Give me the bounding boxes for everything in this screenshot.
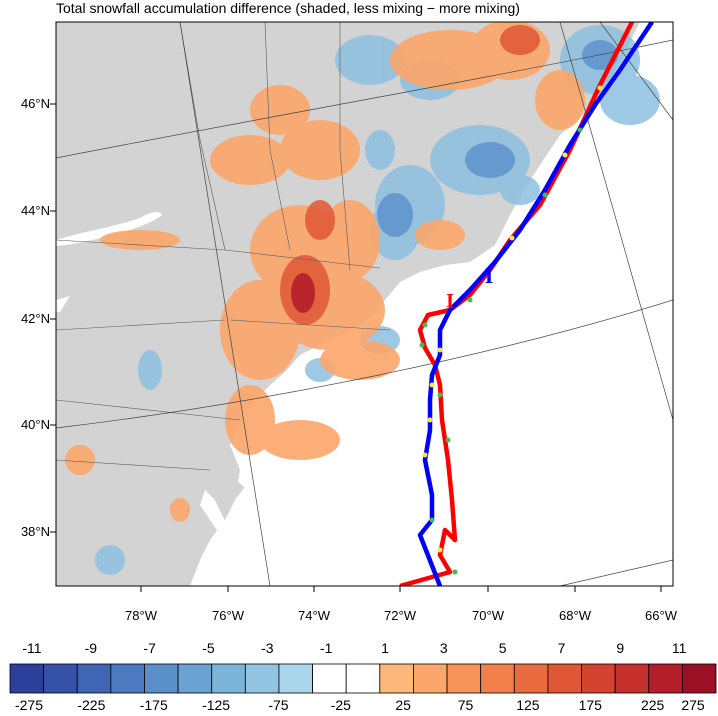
colorbar-bottom-label: 175 xyxy=(578,697,602,713)
low-marker-red: I xyxy=(446,290,454,312)
colorbar-swatch xyxy=(413,663,448,694)
colorbar-swatch xyxy=(648,663,683,694)
map-title: Total snowfall accumulation difference (… xyxy=(56,0,520,16)
colorbar-bottom-label: 125 xyxy=(516,697,540,713)
colorbar-swatch xyxy=(379,663,414,694)
colorbar-bottom-label: 275 xyxy=(681,697,705,713)
colorbar-top-label: 1 xyxy=(381,640,389,656)
colorbar-top-label: -11 xyxy=(22,640,42,656)
map-frame xyxy=(55,21,674,587)
colorbar-top-label: -5 xyxy=(202,640,215,656)
colorbar-swatch xyxy=(480,663,515,694)
colorbar-swatch xyxy=(144,663,179,694)
track-blue xyxy=(417,22,654,586)
lat-label-42: 42°N xyxy=(20,311,50,326)
colorbar-swatch xyxy=(278,663,313,694)
lon-label-74: 74°W xyxy=(298,608,330,623)
lon-label-76: 76°W xyxy=(212,608,244,623)
lake-ontario xyxy=(56,212,162,246)
colorbar-swatch xyxy=(110,663,145,694)
colorbar-swatch xyxy=(244,663,280,694)
colorbar-bottom-label: -225 xyxy=(77,697,106,713)
colorbar-top-label: -7 xyxy=(143,640,156,656)
lat-label-38: 38°N xyxy=(20,524,50,539)
colorbar-swatch xyxy=(76,663,112,694)
colorbar-swatch xyxy=(9,663,45,694)
colorbar-top-label: 3 xyxy=(439,640,448,656)
colorbar-bottom-label: -25 xyxy=(330,697,351,713)
colorbar-top-label: -9 xyxy=(84,640,98,656)
colorbar-swatch xyxy=(312,663,347,694)
colorbar-top-label: -3 xyxy=(261,640,274,656)
colorbar-swatch xyxy=(547,663,582,694)
colorbar-bottom-label: 75 xyxy=(457,697,474,713)
colorbar-swatch xyxy=(681,663,717,694)
colorbar-top-label: 5 xyxy=(498,640,507,656)
colorbar xyxy=(9,663,717,694)
colorbar-bottom-label: 25 xyxy=(395,697,411,713)
chesapeake-bay xyxy=(200,490,238,548)
colorbar-bottom-label: -175 xyxy=(139,697,168,713)
colorbar-swatch xyxy=(446,663,482,694)
lon-label-72: 72°W xyxy=(384,608,416,623)
colorbar-top-label: -1 xyxy=(319,640,333,656)
colorbar-swatch xyxy=(177,663,213,694)
colorbar-bottom-label: -75 xyxy=(268,697,289,713)
colorbar-top-label: 11 xyxy=(671,640,687,656)
positive-shading xyxy=(65,22,585,522)
colorbar-top-label: 9 xyxy=(616,640,625,656)
low-marker-blue: I xyxy=(485,263,494,288)
lon-label-70: 70°W xyxy=(472,608,504,623)
positive-shading-max xyxy=(291,273,315,313)
colorbar-bottom-label: 225 xyxy=(640,697,665,713)
colorbar-swatch xyxy=(43,663,78,694)
lat-ticks xyxy=(50,103,56,533)
delaware-bay xyxy=(238,470,252,490)
lat-label-44: 44°N xyxy=(20,203,50,218)
lat-label-46: 46°N xyxy=(20,96,50,111)
colorbar-swatch xyxy=(513,663,549,694)
lon-label-68: 68°W xyxy=(559,608,591,623)
colorbar-bottom-label: -125 xyxy=(202,697,231,713)
track-markers xyxy=(419,85,603,575)
lon-ticks xyxy=(140,586,662,592)
colorbar-swatch xyxy=(614,663,650,694)
colorbar-swatch xyxy=(211,663,246,694)
state-borders xyxy=(56,22,391,471)
graticule xyxy=(56,22,673,586)
lon-label-78: 78°W xyxy=(125,608,157,623)
colorbar-top-label: 7 xyxy=(557,640,566,656)
lat-label-40: 40°N xyxy=(20,417,50,432)
colorbar-swatch xyxy=(345,663,381,694)
lon-label-66: 66°W xyxy=(645,608,677,623)
colorbar-swatch xyxy=(581,663,616,694)
colorbar-bottom-label: -275 xyxy=(14,697,44,713)
lake-erie xyxy=(56,296,70,312)
